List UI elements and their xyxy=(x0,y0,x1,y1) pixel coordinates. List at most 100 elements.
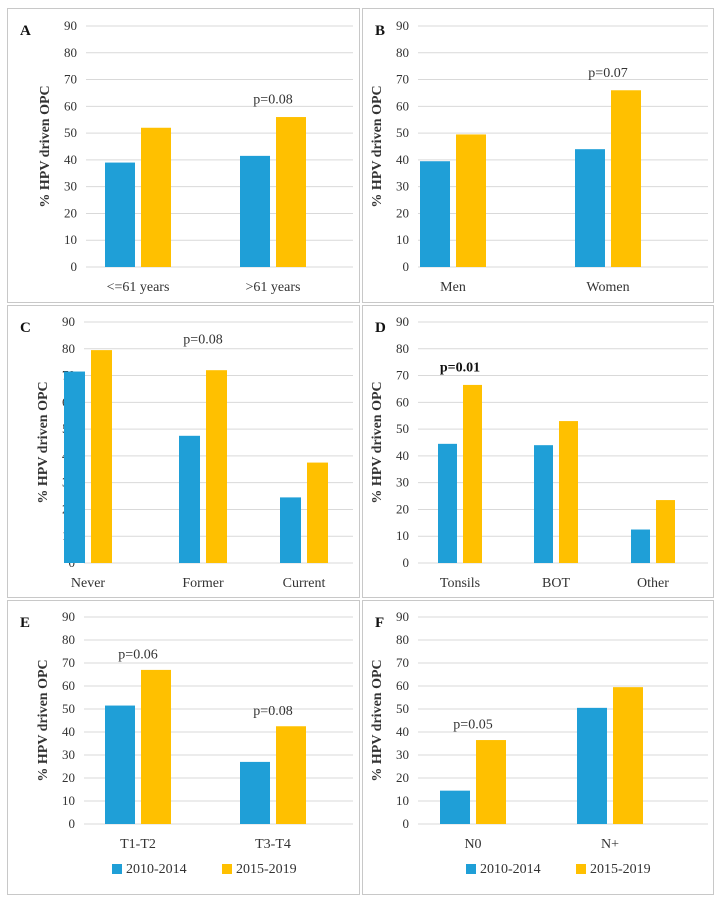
panel-b: B 0 10 20 30 40 50 60 70 80 90 % HPV driven OPC Men W… xyxy=(362,8,714,303)
y-tick-label: 50 xyxy=(396,701,409,716)
y-tick-label: 70 xyxy=(396,368,409,383)
x-tick-label: N+ xyxy=(601,837,619,852)
y-tick-label: 80 xyxy=(396,632,409,647)
p-value-annotation: p=0.08 xyxy=(253,704,292,719)
bar-series2 xyxy=(463,384,482,563)
bar-series1 xyxy=(534,445,553,563)
y-tick-label: 0 xyxy=(403,259,410,274)
y-tick-label: 20 xyxy=(396,770,409,785)
bar-series2 xyxy=(559,421,578,563)
y-tick-label: 10 xyxy=(396,793,409,808)
y-tick-label: 0 xyxy=(71,259,78,274)
bar-series1 xyxy=(420,161,450,267)
y-tick-label: 80 xyxy=(62,341,75,356)
y-tick-label: 70 xyxy=(62,655,75,670)
bar-series2 xyxy=(276,117,306,268)
chart-b: B 0 10 20 30 40 50 60 70 80 90 % HPV driven OPC Men W… xyxy=(370,18,708,295)
y-axis-label: % HPV driven OPC xyxy=(38,85,53,207)
y-tick-label: 60 xyxy=(396,678,409,693)
y-tick-label: 20 xyxy=(62,770,75,785)
bar-series1 xyxy=(631,529,650,563)
legend-label: 2015-2019 xyxy=(236,862,297,877)
bar-series1 xyxy=(240,761,270,824)
x-tick-label: Current xyxy=(283,576,326,591)
bar-series2 xyxy=(476,740,506,824)
panel-letter: C xyxy=(20,320,31,336)
y-tick-label: 50 xyxy=(62,701,75,716)
p-value-annotation: p=0.05 xyxy=(453,718,492,733)
legend-swatch xyxy=(112,864,122,874)
y-tick-label: 60 xyxy=(64,98,77,113)
y-tick-label: 90 xyxy=(62,314,75,329)
bar-series2 xyxy=(206,370,227,563)
y-tick-label: 10 xyxy=(62,793,75,808)
y-axis-label: % HPV driven OPC xyxy=(370,381,385,503)
p-value-annotation: p=0.08 xyxy=(183,332,222,347)
bar-series2 xyxy=(613,687,643,824)
y-tick-label: 60 xyxy=(396,394,409,409)
x-tick-label: T1-T2 xyxy=(120,837,156,852)
x-tick-label: Men xyxy=(440,280,466,295)
y-tick-label: 10 xyxy=(396,528,409,543)
p-value-annotation: p=0.07 xyxy=(588,66,627,81)
y-tick-label: 30 xyxy=(64,179,77,194)
legend-label: 2010-2014 xyxy=(480,862,541,877)
x-tick-label: Never xyxy=(71,576,106,591)
y-tick-label: 70 xyxy=(396,72,409,87)
x-tick-label: <=61 years xyxy=(107,280,170,295)
y-tick-label: 50 xyxy=(64,125,77,140)
y-tick-label: 70 xyxy=(396,655,409,670)
y-tick-label: 80 xyxy=(64,45,77,60)
bar-series2 xyxy=(141,127,171,267)
y-tick-label: 40 xyxy=(396,724,409,739)
panel-letter: B xyxy=(375,23,385,39)
y-tick-label: 90 xyxy=(62,609,75,624)
bar-series2 xyxy=(456,134,486,267)
y-tick-label: 80 xyxy=(62,632,75,647)
y-tick-label: 50 xyxy=(396,421,409,436)
x-tick-label: Former xyxy=(182,576,224,591)
x-tick-label: Tonsils xyxy=(440,576,480,591)
y-tick-label: 70 xyxy=(64,72,77,87)
y-tick-label: 0 xyxy=(69,816,76,831)
y-tick-label: 40 xyxy=(64,152,77,167)
y-tick-label: 30 xyxy=(396,747,409,762)
x-tick-label: Women xyxy=(586,280,629,295)
y-tick-label: 40 xyxy=(396,152,409,167)
y-tick-label: 90 xyxy=(396,18,409,33)
y-axis-label: % HPV driven OPC xyxy=(370,85,385,207)
y-tick-label: 80 xyxy=(396,45,409,60)
bar-series2 xyxy=(276,726,306,824)
p-value-annotation: p=0.01 xyxy=(440,361,480,376)
bar-series1 xyxy=(440,790,470,824)
panel-letter: A xyxy=(20,23,31,39)
x-tick-label: T3-T4 xyxy=(255,837,291,852)
y-axis-label: % HPV driven OPC xyxy=(36,659,51,781)
bar-series1 xyxy=(240,155,270,267)
p-value-annotation: p=0.08 xyxy=(253,93,292,108)
y-tick-label: 20 xyxy=(64,205,77,220)
x-tick-label: >61 years xyxy=(246,280,301,295)
bar-series1 xyxy=(577,707,607,824)
y-tick-label: 30 xyxy=(62,747,75,762)
y-tick-label: 50 xyxy=(396,125,409,140)
y-tick-label: 90 xyxy=(396,314,409,329)
bar-series2 xyxy=(656,500,675,563)
panel-f: F 0 10 20 30 40 50 60 70 80 90 % HPV driven OPC N0 N+… xyxy=(362,600,714,895)
bar-series2 xyxy=(141,669,171,824)
y-tick-label: 30 xyxy=(396,475,409,490)
panel-a: A 0 10 20 30 40 50 60 70 80 90 % HPV driven OPC <=61… xyxy=(7,8,360,303)
y-axis-label: % HPV driven OPC xyxy=(370,659,385,781)
panel-letter: E xyxy=(20,615,30,631)
bar-series1 xyxy=(438,443,457,563)
bar-series1 xyxy=(179,435,200,563)
y-axis-label: % HPV driven OPC xyxy=(36,381,51,503)
y-tick-label: 0 xyxy=(403,555,410,570)
x-tick-label: Other xyxy=(637,576,669,591)
bar-series1 xyxy=(105,162,135,267)
legend-swatch xyxy=(576,864,586,874)
bar-series2 xyxy=(307,462,328,563)
chart-d: D 0 10 20 30 40 50 60 70 80 90 % HPV driven OPC Tons… xyxy=(370,314,708,591)
legend-swatch xyxy=(466,864,476,874)
bar-series1 xyxy=(105,705,135,824)
